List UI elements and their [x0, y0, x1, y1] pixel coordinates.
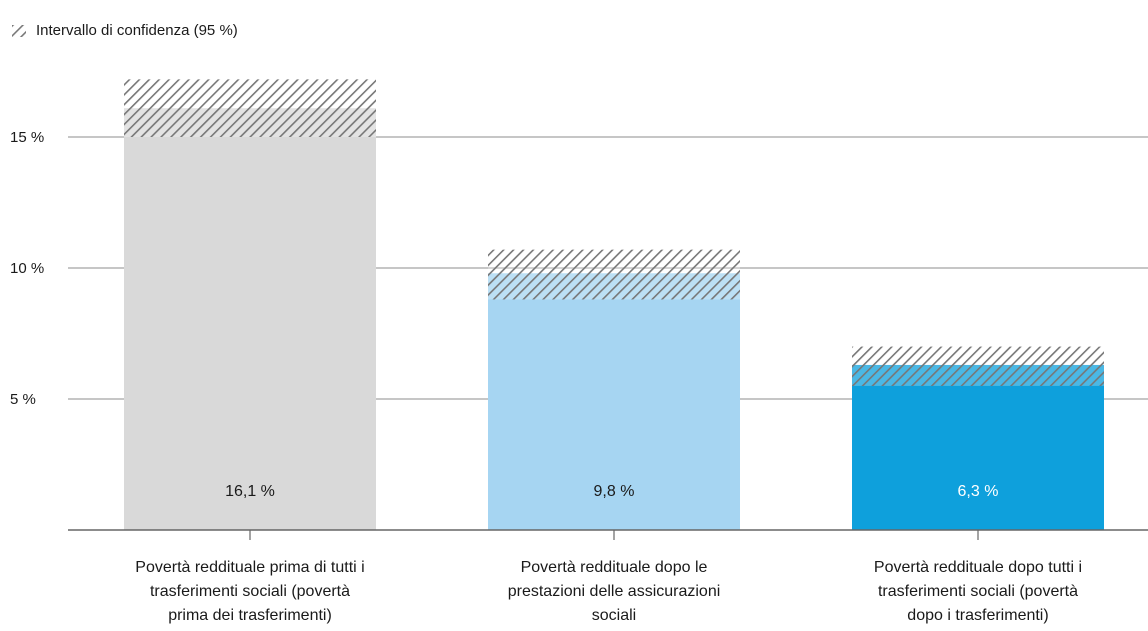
- data-label: 16,1 %: [225, 483, 275, 500]
- x-tick-label: Povertà reddituale prima di tutti i trasf…: [105, 556, 395, 628]
- y-tick-label: 5 %: [10, 391, 36, 408]
- confidence-interval: [124, 79, 376, 137]
- legend: Intervallo di confidenza (95 %): [12, 22, 238, 39]
- x-tick-label-line: trasferimenti sociali (povertà: [877, 583, 1079, 600]
- bar: [488, 273, 740, 530]
- confidence-interval: [852, 346, 1104, 386]
- confidence-interval: [488, 249, 740, 300]
- bar: [124, 108, 376, 531]
- y-tick-label: 10 %: [10, 260, 44, 277]
- x-tick-label-line: prestazioni delle assicurazioni: [507, 583, 721, 600]
- legend-label: Intervallo di confidenza (95 %): [36, 22, 238, 39]
- data-label: 6,3 %: [958, 483, 999, 500]
- x-tick-label-line: Povertà reddituale dopo le: [520, 559, 708, 576]
- x-tick-label: Povertà reddituale dopo tutti i trasferim…: [833, 556, 1123, 628]
- x-tick-label-line: Povertà reddituale prima di tutti i: [135, 559, 365, 576]
- x-tick-label-line: Povertà reddituale dopo tutti i: [873, 559, 1083, 576]
- x-tick-label: Povertà reddituale dopo le prestazioni de…: [469, 556, 759, 628]
- x-tick-label-line: dopo i trasferimenti): [907, 607, 1049, 624]
- y-tick-label: 15 %: [10, 129, 44, 146]
- x-tick-label-line: sociali: [591, 607, 637, 624]
- data-label: 9,8 %: [594, 483, 635, 500]
- hatched-square-icon: [12, 24, 26, 37]
- bar: [852, 364, 1104, 530]
- x-tick-label-line: trasferimenti sociali (povertà: [149, 583, 351, 600]
- x-tick-label-line: prima dei trasferimenti): [168, 607, 332, 624]
